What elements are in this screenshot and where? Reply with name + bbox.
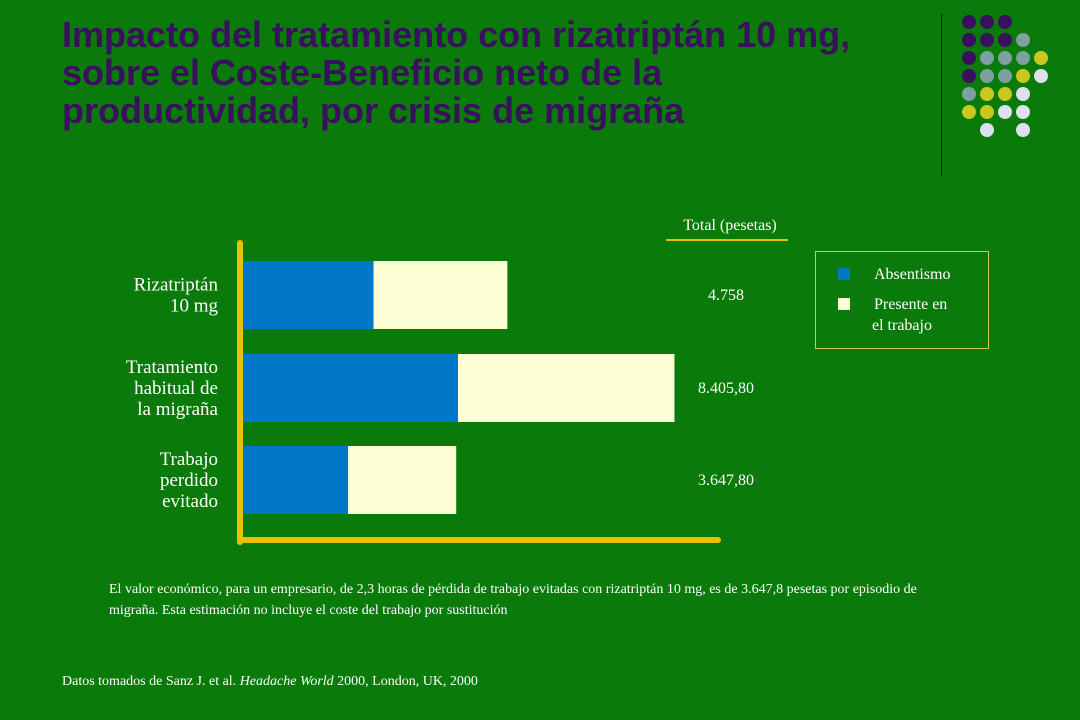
- footnote: El valor económico, para un empresario, …: [109, 582, 917, 618]
- decor-dot: [962, 51, 976, 65]
- decor-dot: [998, 105, 1012, 119]
- decor-dot: [980, 105, 994, 119]
- legend-swatch-absentismo: [838, 268, 850, 280]
- category-label: la migraña: [137, 399, 218, 420]
- totals-group: 4.758 8.405,80 3.647,80: [698, 287, 754, 489]
- dot-grid-decoration-icon: [962, 15, 1048, 137]
- bars-group: [243, 261, 675, 514]
- title-line: sobre el Coste-Beneficio neto de la: [62, 52, 663, 93]
- decor-dot: [962, 33, 976, 47]
- decor-dot: [980, 87, 994, 101]
- category-label: perdido: [160, 470, 218, 491]
- decor-dot: [980, 123, 994, 137]
- decor-dot: [998, 15, 1012, 29]
- decor-dot: [962, 87, 976, 101]
- legend-label: el trabajo: [872, 317, 932, 334]
- category-label: Trabajo: [160, 449, 218, 470]
- source-journal: Headache World: [239, 674, 334, 689]
- decor-dot: [1016, 87, 1030, 101]
- decor-dot: [980, 51, 994, 65]
- decor-dot: [1016, 123, 1030, 137]
- decor-dot: [998, 51, 1012, 65]
- category-label: evitado: [162, 491, 218, 512]
- decor-dot: [998, 69, 1012, 83]
- slide-title: Impacto del tratamiento con rizatriptán …: [62, 16, 962, 130]
- category-label: habitual de: [134, 378, 218, 399]
- decor-dot: [1034, 51, 1048, 65]
- decor-dot: [962, 15, 976, 29]
- decor-dot: [998, 33, 1012, 47]
- category-label: Rizatriptán: [134, 275, 219, 296]
- totals-header: Total (pesetas): [683, 217, 777, 234]
- legend: Absentismo Presente en el trabajo: [815, 251, 989, 349]
- category-label: 10 mg: [170, 296, 219, 317]
- legend-swatch-presente: [838, 298, 850, 310]
- total-value: 8.405,80: [698, 380, 754, 397]
- legend-label: Absentismo: [874, 266, 951, 283]
- source-citation: Datos tomados de Sanz J. et al. Headache…: [62, 674, 478, 690]
- title-line: productividad, por crisis de migraña: [62, 90, 685, 131]
- source-prefix: Datos tomados de Sanz J. et al.: [62, 674, 240, 689]
- decor-dot: [980, 69, 994, 83]
- decor-dot: [1016, 69, 1030, 83]
- decor-dot: [998, 87, 1012, 101]
- bar-absentismo-2: [243, 446, 348, 514]
- decor-dot: [1016, 105, 1030, 119]
- decor-dot: [980, 33, 994, 47]
- bar-absentismo-1: [243, 354, 458, 422]
- decor-dot: [1016, 51, 1030, 65]
- title-line: Impacto del tratamiento con rizatriptán …: [62, 14, 851, 55]
- decor-dot: [1016, 33, 1030, 47]
- total-value: 3.647,80: [698, 472, 754, 489]
- category-label: Tratamiento: [126, 357, 218, 378]
- bar-presente-1: [458, 354, 675, 422]
- decor-vertical-line: [941, 14, 942, 176]
- total-value: 4.758: [708, 287, 744, 304]
- legend-label: Presente en: [874, 296, 948, 313]
- source-suffix: 2000, London, UK, 2000: [333, 674, 478, 689]
- decor-dot: [1034, 69, 1048, 83]
- bar-absentismo-0: [243, 261, 374, 329]
- decor-dot: [980, 15, 994, 29]
- bar-presente-2: [348, 446, 457, 514]
- bar-presente-0: [373, 261, 508, 329]
- decor-dot: [962, 105, 976, 119]
- decor-dot: [962, 69, 976, 83]
